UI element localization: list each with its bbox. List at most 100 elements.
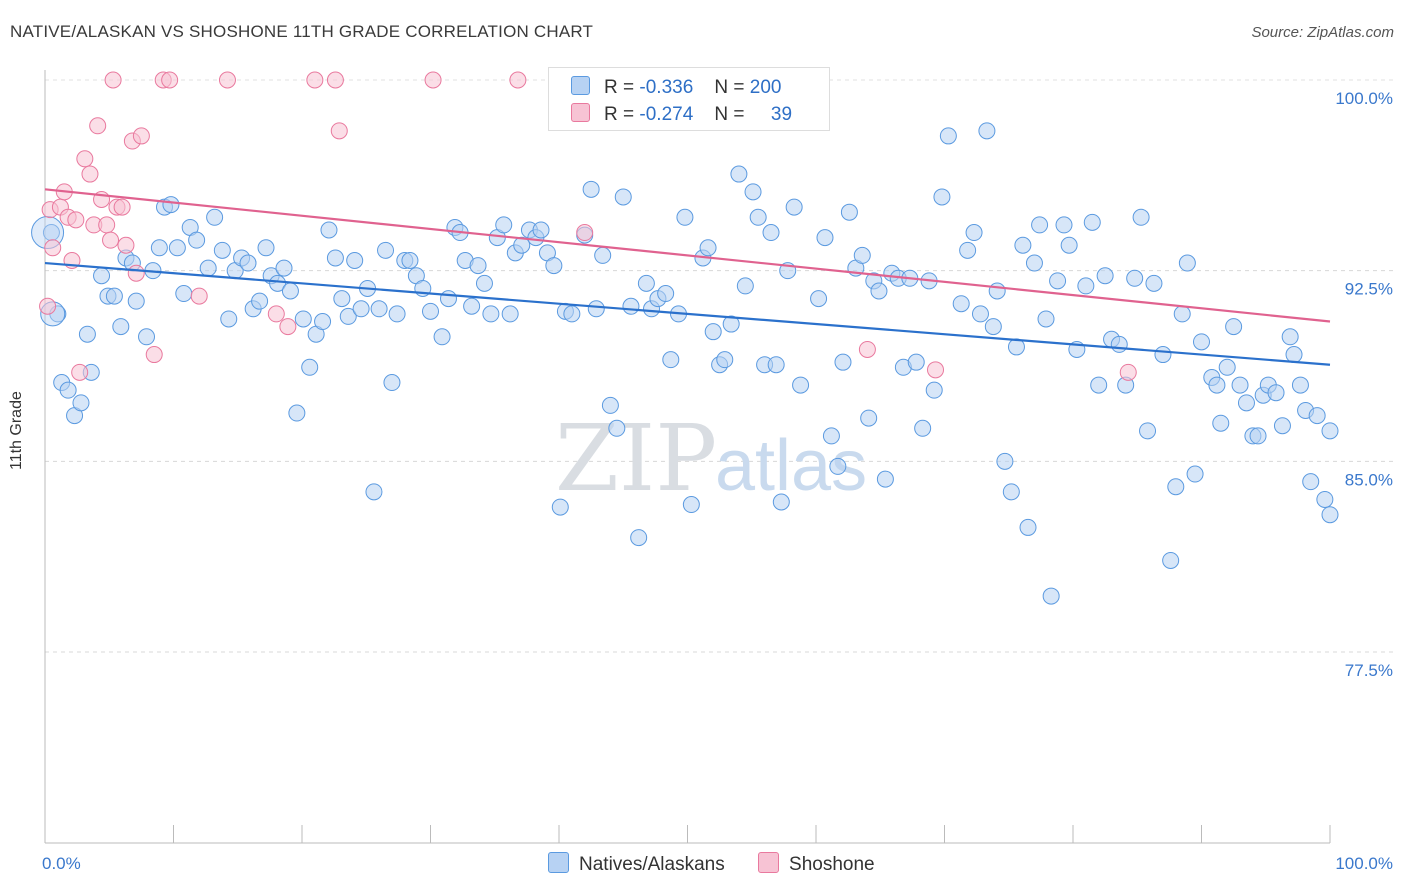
point-natives: [72, 394, 90, 412]
point-natives: [339, 307, 357, 325]
point-natives: [1237, 394, 1255, 412]
point-natives: [383, 374, 401, 392]
point-natives: [377, 241, 395, 259]
point-natives: [749, 208, 767, 226]
point-shoshone: [509, 71, 527, 89]
point-natives: [388, 305, 406, 323]
point-natives: [662, 351, 680, 369]
point-natives: [1173, 305, 1191, 323]
point-natives: [822, 427, 840, 445]
trend-line-natives: [44, 261, 1331, 366]
point-shoshone: [44, 239, 62, 257]
point-natives: [168, 239, 186, 257]
point-natives: [199, 259, 217, 277]
point-natives: [1042, 587, 1060, 605]
point-natives: [925, 381, 943, 399]
point-natives: [532, 221, 550, 239]
point-natives: [978, 122, 996, 140]
point-shoshone: [104, 71, 122, 89]
point-natives: [1154, 346, 1172, 364]
watermark-zip: ZIP: [555, 405, 717, 512]
y-tick-label: 92.5%: [1345, 280, 1393, 299]
point-shoshone: [306, 71, 324, 89]
legend-n-label: N =: [714, 77, 745, 98]
legend-n-value: 200: [749, 77, 782, 98]
point-natives: [469, 257, 487, 275]
point-natives: [601, 396, 619, 414]
point-shoshone: [81, 165, 99, 183]
point-natives: [1060, 236, 1078, 254]
point-natives: [785, 198, 803, 216]
point-natives: [984, 318, 1002, 336]
legend-item-shoshone[interactable]: Shoshone: [758, 852, 875, 875]
point-natives: [1308, 407, 1326, 425]
point-natives: [965, 224, 983, 242]
point-natives: [988, 282, 1006, 300]
point-natives: [1162, 551, 1180, 569]
point-natives: [563, 305, 581, 323]
point-natives: [1249, 427, 1267, 445]
point-natives: [275, 259, 293, 277]
point-shoshone: [424, 71, 442, 89]
point-natives: [971, 305, 989, 323]
point-natives: [730, 165, 748, 183]
legend-row-natives: R = -0.336 N = 200: [571, 76, 781, 99]
point-natives: [744, 183, 762, 201]
point-natives: [1281, 328, 1299, 346]
point-natives: [959, 241, 977, 259]
point-natives: [1145, 274, 1163, 292]
point-shoshone: [267, 305, 285, 323]
legend-r-label: R =: [604, 77, 635, 98]
point-natives: [162, 196, 180, 214]
point-natives: [1167, 478, 1185, 496]
point-shoshone: [132, 127, 150, 145]
point-natives: [269, 274, 287, 292]
legend-n-label: N =: [714, 104, 745, 125]
point-natives: [175, 285, 193, 303]
point-natives: [1225, 318, 1243, 336]
point-natives: [239, 254, 257, 272]
point-natives: [333, 290, 351, 308]
point-natives: [699, 239, 717, 257]
point-shoshone: [190, 287, 208, 305]
point-natives: [294, 310, 312, 328]
point-natives: [370, 300, 388, 318]
point-natives: [594, 246, 612, 264]
point-natives: [767, 356, 785, 374]
point-natives: [637, 274, 655, 292]
point-natives: [834, 353, 852, 371]
point-shoshone: [113, 198, 131, 216]
point-natives: [138, 328, 156, 346]
legend-row-shoshone: R = -0.274 N = 39: [571, 103, 792, 126]
point-natives: [439, 290, 457, 308]
point-natives: [1178, 254, 1196, 272]
watermark: ZIP atlas: [555, 405, 867, 512]
point-natives: [933, 188, 951, 206]
point-natives: [1055, 216, 1073, 234]
legend-label-natives: Natives/Alaskans: [579, 854, 725, 875]
legend-n-value: 39: [770, 104, 793, 125]
point-natives: [907, 353, 925, 371]
point-shoshone: [161, 71, 179, 89]
point-natives: [1019, 518, 1037, 536]
point-natives: [352, 300, 370, 318]
point-natives: [326, 249, 344, 267]
point-natives: [545, 257, 563, 275]
point-natives: [722, 315, 740, 333]
y-tick-label: 77.5%: [1345, 661, 1393, 680]
point-natives: [1218, 358, 1236, 376]
legend-swatch-blue: [548, 852, 569, 873]
point-natives: [1090, 376, 1108, 394]
legend-item-natives[interactable]: Natives/Alaskans: [548, 852, 725, 875]
point-natives: [1031, 216, 1049, 234]
point-natives: [127, 292, 145, 310]
point-natives: [1267, 384, 1285, 402]
point-natives: [422, 302, 439, 320]
point-natives: [853, 246, 871, 264]
point-natives: [762, 224, 780, 242]
y-tick-label: 100.0%: [1335, 89, 1393, 108]
point-natives: [463, 297, 481, 315]
point-natives: [314, 313, 332, 331]
series-natives-points: [31, 71, 1339, 605]
